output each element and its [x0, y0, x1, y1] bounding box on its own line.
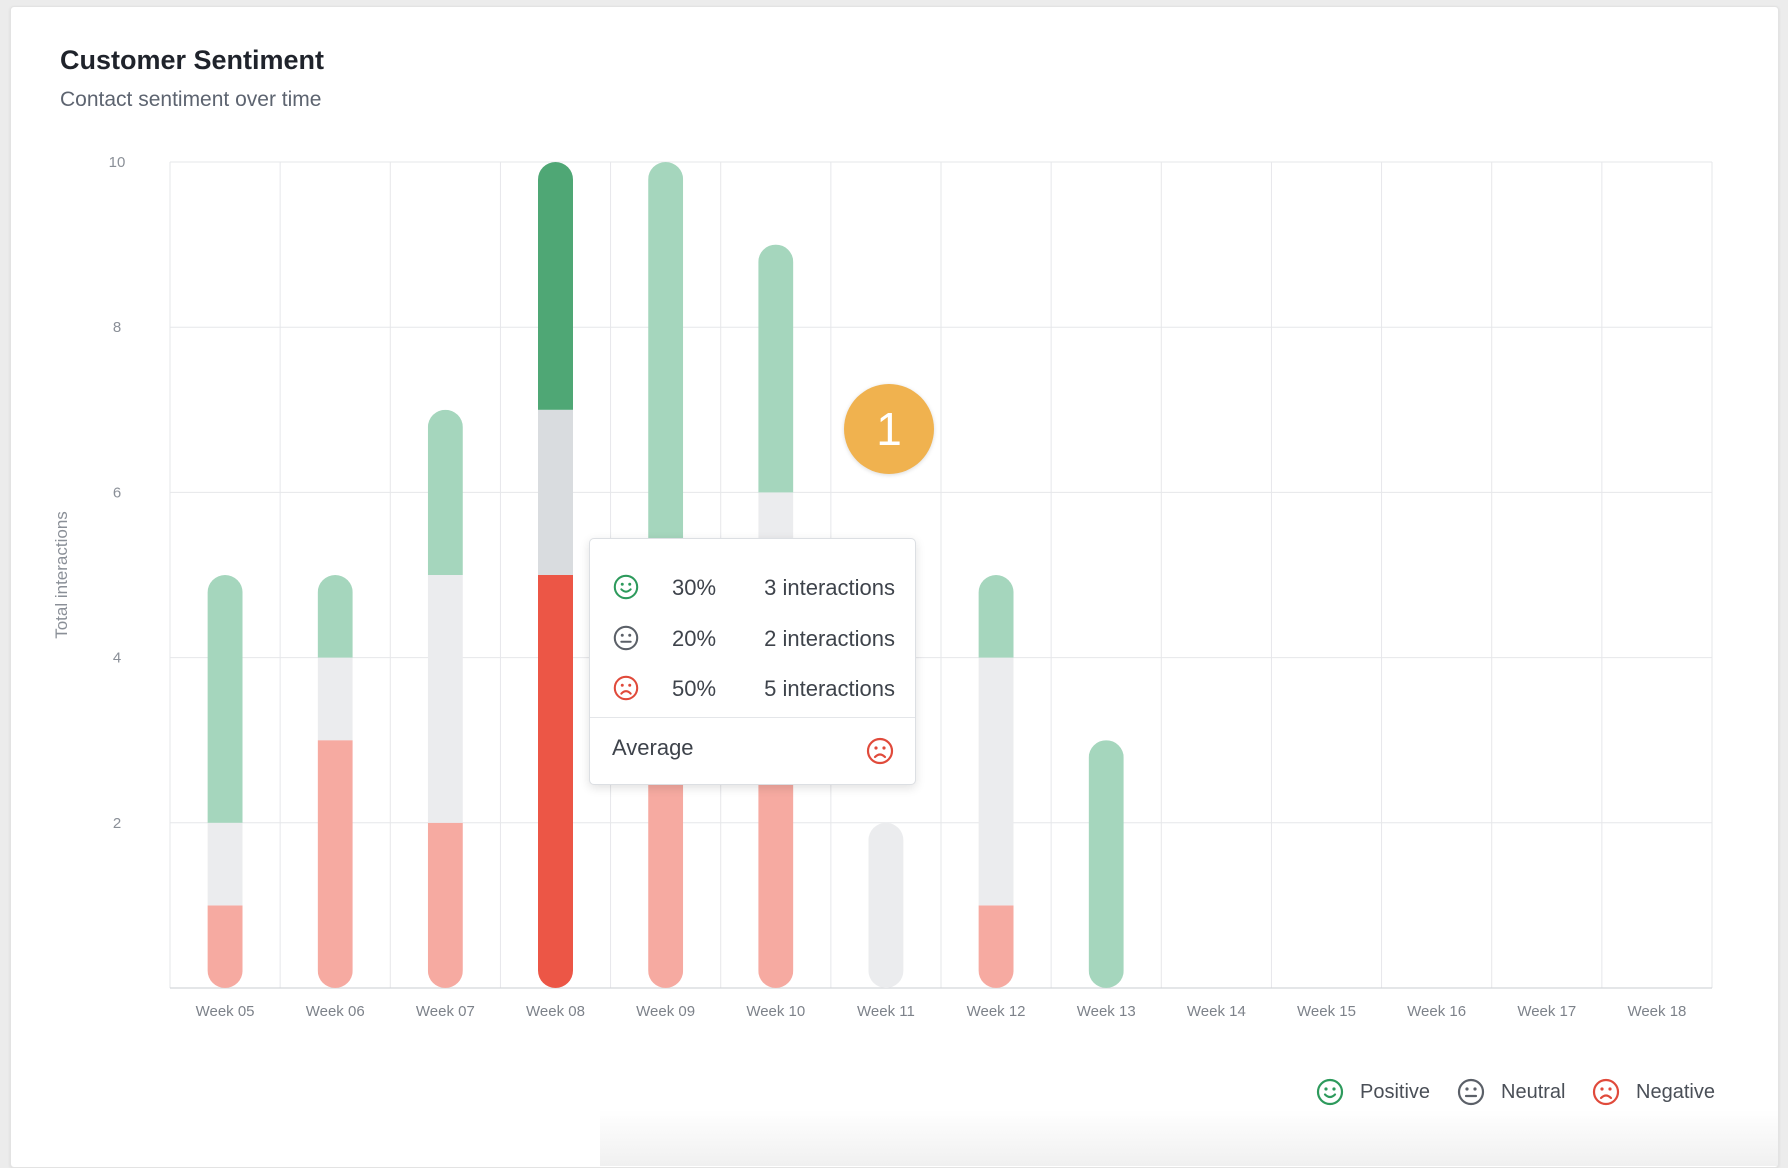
x-tick-label: Week 11: [857, 1003, 915, 1020]
card-subtitle: Contact sentiment over time: [60, 88, 322, 111]
y-axis-title: Total interactions: [52, 511, 71, 639]
sad-face-icon: [866, 737, 894, 765]
stacked-bar: [868, 822, 904, 988]
bar-segment-positive: [1088, 740, 1124, 988]
bar-segment-negative: [317, 740, 353, 988]
bar-segment-positive: [648, 162, 684, 575]
bar-segment-neutral: [978, 657, 1014, 906]
tooltip-count: 5 interactions: [764, 676, 895, 701]
stacked-bar: [207, 575, 243, 988]
x-tick-label: Week 12: [967, 1003, 1026, 1020]
legend-label: Negative: [1636, 1081, 1715, 1103]
bar-segment-positive: [207, 575, 243, 823]
tooltip-percent: 50%: [672, 676, 717, 701]
bar-segment-neutral: [317, 657, 353, 741]
x-tick-label: Week 09: [636, 1003, 695, 1020]
card-title: Customer Sentiment: [60, 45, 325, 75]
tooltip-average-label: Average: [612, 735, 694, 760]
bar-segment-neutral: [538, 409, 573, 575]
tooltip-percent: 20%: [672, 626, 717, 651]
week-tooltip: 30% 3 interactions 20% 2 interactions 50…: [589, 538, 916, 785]
x-tick-label: Week 17: [1517, 1003, 1576, 1020]
step-badge: 1: [844, 384, 934, 474]
sad-face-icon: [613, 675, 639, 701]
x-tick-label: Week 16: [1407, 1003, 1466, 1020]
legend-item-negative[interactable]: Negative: [1591, 1077, 1726, 1107]
legend-item-positive[interactable]: Positive: [1315, 1077, 1435, 1107]
tooltip-row-positive: 30% 3 interactions: [590, 572, 915, 602]
chart-grid: [169, 161, 1713, 989]
x-tick-label: Week 13: [1077, 1003, 1136, 1020]
y-tick-label: 8: [113, 319, 121, 336]
neutral-face-icon: [1457, 1078, 1485, 1106]
y-tick-label: 6: [113, 484, 121, 501]
legend-item-neutral[interactable]: Neutral: [1456, 1077, 1566, 1107]
neutral-face-icon: [613, 625, 639, 651]
x-tick-label: Week 15: [1297, 1003, 1356, 1020]
tooltip-row-negative: 50% 5 interactions: [590, 673, 915, 703]
happy-face-icon: [613, 574, 639, 600]
bar-segment-negative: [538, 575, 573, 988]
bar-segment-neutral: [207, 822, 243, 906]
tooltip-count: 2 interactions: [764, 626, 895, 651]
tooltip-row-neutral: 20% 2 interactions: [590, 623, 915, 653]
legend-label: Neutral: [1501, 1081, 1566, 1103]
y-tick-label: 10: [109, 154, 126, 171]
bar-segment-negative: [207, 905, 243, 988]
bottom-shade: [600, 1110, 1778, 1166]
tooltip-divider: [590, 717, 915, 718]
tooltip-count: 3 interactions: [764, 575, 895, 600]
sad-face-icon: [1592, 1078, 1620, 1106]
x-tick-label: Week 07: [416, 1003, 475, 1020]
stacked-bar: [317, 575, 353, 988]
y-tick-label: 4: [113, 650, 121, 667]
stacked-bar: [538, 162, 573, 988]
legend-label: Positive: [1360, 1081, 1431, 1103]
stacked-bar: [1088, 740, 1124, 988]
bar-segment-positive: [758, 244, 794, 493]
bar-segment-negative: [427, 822, 463, 988]
y-tick-label: 2: [113, 815, 121, 832]
bar-segment-positive: [978, 575, 1014, 658]
x-tick-label: Week 18: [1627, 1003, 1686, 1020]
happy-face-icon: [1316, 1078, 1344, 1106]
bar-segment-neutral: [868, 822, 904, 988]
bar-segment-negative: [978, 905, 1014, 988]
x-tick-label: Week 14: [1187, 1003, 1246, 1020]
x-tick-label: Week 10: [746, 1003, 805, 1020]
x-tick-label: Week 05: [196, 1003, 255, 1020]
x-tick-label: Week 06: [306, 1003, 365, 1020]
x-tick-label: Week 08: [526, 1003, 585, 1020]
bar-segment-positive: [427, 409, 463, 575]
bar-segment-neutral: [427, 575, 463, 823]
bar-segment-positive: [538, 162, 573, 410]
stacked-bar: [427, 409, 463, 988]
bar-segment-positive: [317, 575, 353, 658]
tooltip-percent: 30%: [672, 575, 717, 600]
stacked-bar: [978, 575, 1014, 988]
chart-labels: 2 4 6 8 10 Total interactions Week 05 Week 06 We…: [52, 154, 1686, 1020]
